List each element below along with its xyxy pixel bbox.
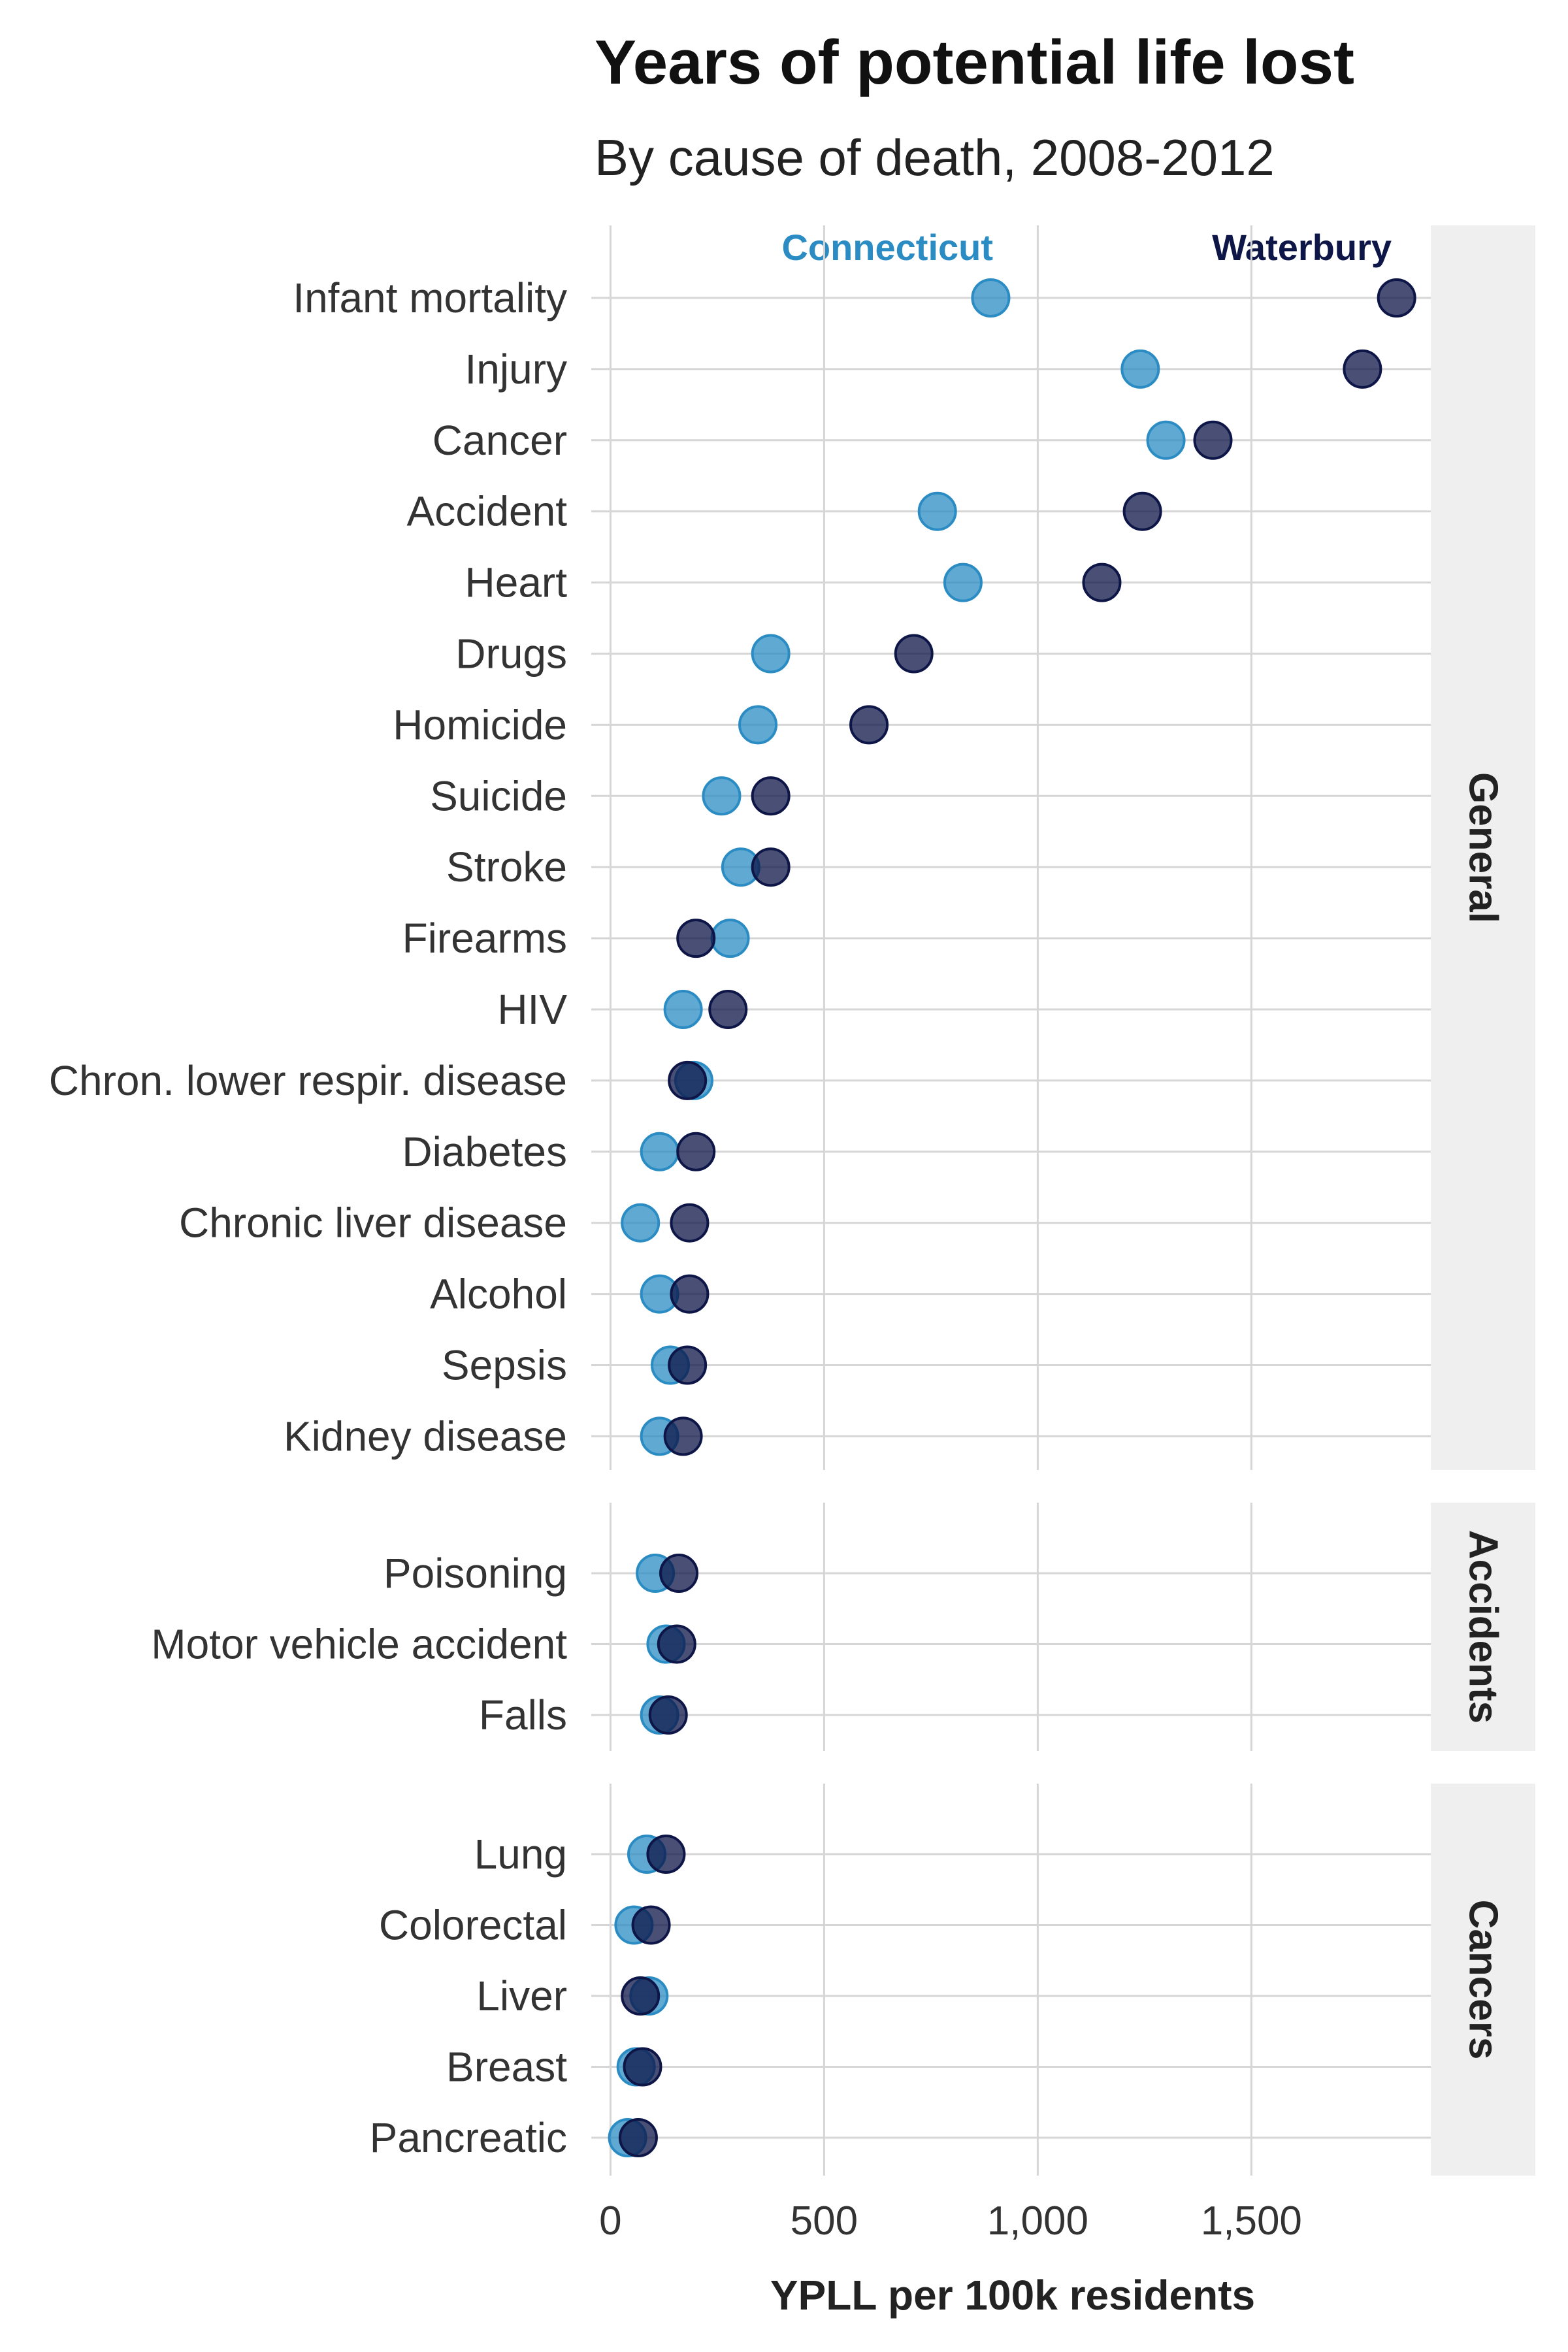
row-label: Pancreatic: [370, 2114, 567, 2161]
point-connecticut: [1146, 420, 1186, 460]
x-axis-title: YPLL per 100k residents: [770, 2272, 1255, 2319]
point-connecticut: [751, 634, 791, 674]
point-waterbury: [1122, 491, 1162, 531]
row-label: Motor vehicle accident: [151, 1621, 567, 1668]
point-waterbury: [668, 1060, 708, 1100]
chart-title: Years of potential life lost: [595, 27, 1354, 97]
point-waterbury: [646, 1835, 686, 1874]
point-connecticut: [663, 990, 703, 1029]
row-label: Breast: [446, 2044, 567, 2091]
row-label: Infant mortality: [293, 274, 567, 321]
facet-strip-label: Accidents: [1461, 1530, 1506, 1723]
row-label: Diabetes: [402, 1128, 567, 1175]
point-waterbury: [618, 2118, 658, 2157]
point-waterbury: [663, 1416, 703, 1456]
point-connecticut: [702, 776, 742, 816]
legend-connecticut: Connecticut: [781, 227, 993, 268]
facet-strip: [1431, 1784, 1535, 2176]
point-waterbury: [1377, 278, 1416, 318]
point-waterbury: [1343, 349, 1382, 389]
row-label: Drugs: [455, 630, 567, 678]
row-label: Suicide: [430, 772, 567, 819]
row-label: Alcohol: [430, 1271, 567, 1318]
row-label: HIV: [497, 986, 567, 1033]
x-tick-label: 1,500: [1201, 2198, 1302, 2244]
point-waterbury: [894, 634, 934, 674]
row-label: Falls: [479, 1691, 567, 1739]
point-waterbury: [631, 1905, 671, 1945]
x-tick-label: 0: [599, 2198, 621, 2244]
row-label: Liver: [476, 1972, 567, 2019]
point-connecticut: [621, 1203, 661, 1243]
point-waterbury: [751, 847, 791, 887]
point-waterbury: [668, 1345, 708, 1385]
row-label: Firearms: [402, 915, 567, 962]
row-label: Chronic liver disease: [179, 1200, 567, 1247]
row-label: Homicide: [393, 701, 567, 748]
point-waterbury: [1193, 420, 1233, 460]
facet-strip-label: General: [1461, 772, 1506, 923]
row-label: Sepsis: [442, 1342, 567, 1389]
point-waterbury: [670, 1274, 710, 1314]
point-connecticut: [971, 278, 1011, 318]
row-label: Kidney disease: [284, 1413, 567, 1460]
x-tick-label: 1,000: [987, 2198, 1088, 2244]
point-connecticut: [917, 491, 957, 531]
point-waterbury: [1082, 563, 1122, 602]
point-waterbury: [676, 919, 716, 958]
point-connecticut: [943, 563, 983, 602]
point-waterbury: [849, 705, 889, 745]
facet-strip-label: Cancers: [1461, 1900, 1506, 2060]
row-label: Heart: [465, 559, 568, 606]
point-waterbury: [621, 1976, 661, 2016]
facet-strip: [1431, 1503, 1535, 1751]
point-waterbury: [648, 1695, 688, 1735]
row-label: Chron. lower respir. disease: [49, 1057, 567, 1104]
point-connecticut: [710, 919, 750, 958]
point-waterbury: [659, 1554, 699, 1593]
row-label: Lung: [474, 1831, 567, 1878]
point-waterbury: [676, 1132, 716, 1171]
row-label: Injury: [465, 346, 568, 393]
point-waterbury: [751, 776, 791, 816]
row-label: Stroke: [446, 843, 567, 890]
x-tick-label: 500: [791, 2198, 858, 2244]
point-connecticut: [640, 1132, 679, 1171]
facet-strip: [1431, 225, 1535, 1470]
plot-layer: General Infant mortality Injury Cancer Accid…: [49, 225, 1535, 2244]
legend-waterbury: Waterbury: [1212, 227, 1392, 268]
point-waterbury: [708, 990, 748, 1029]
row-label: Cancer: [433, 417, 567, 464]
row-label: Colorectal: [379, 1902, 567, 1949]
row-label: Accident: [407, 488, 568, 535]
point-waterbury: [657, 1624, 696, 1664]
row-label: Poisoning: [384, 1550, 567, 1597]
point-waterbury: [623, 2047, 662, 2087]
point-connecticut: [1120, 349, 1160, 389]
point-connecticut: [738, 705, 778, 745]
point-waterbury: [670, 1203, 710, 1243]
chart-subtitle: By cause of death, 2008-2012: [595, 129, 1275, 186]
